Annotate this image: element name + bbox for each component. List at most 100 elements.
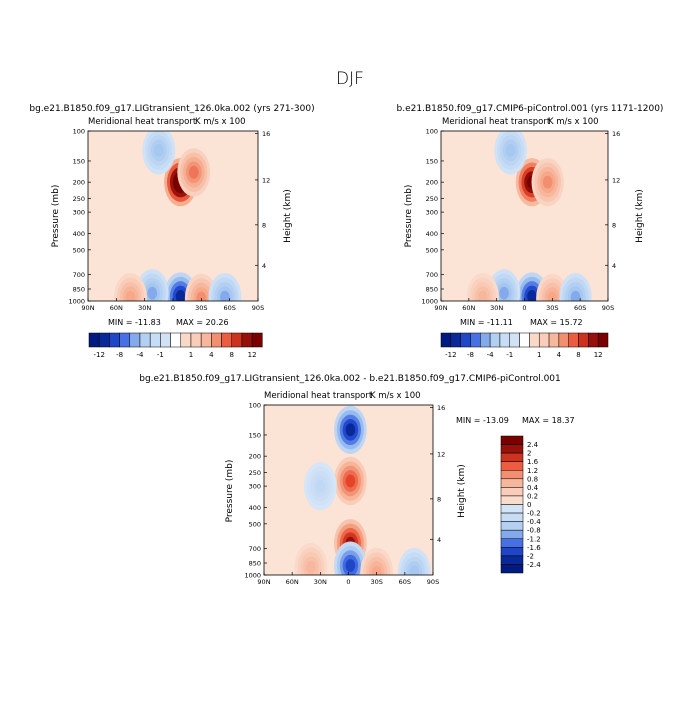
y2-tick-label: 8 bbox=[262, 221, 266, 229]
colorbar-label: -2 bbox=[527, 552, 534, 560]
panel-units-label: K m/s x 100 bbox=[195, 117, 246, 127]
y-tick-label: 100 bbox=[73, 128, 85, 136]
panel-difference: bg.e21.B1850.f09_g17.LIGtransient_126.0k… bbox=[139, 374, 574, 586]
x-tick-label: 30S bbox=[546, 304, 558, 312]
y2-tick-label: 4 bbox=[612, 262, 616, 270]
colorbar-label: -8 bbox=[116, 351, 123, 359]
colorbar-bin bbox=[480, 332, 491, 348]
contour-blob bbox=[505, 143, 516, 157]
x-tick-label: 90S bbox=[602, 304, 614, 312]
y-tick-label: 500 bbox=[73, 246, 85, 254]
colorbar-bin bbox=[500, 495, 524, 505]
colorbar-bin bbox=[221, 332, 232, 348]
colorbar-bin bbox=[470, 332, 481, 348]
x-tick-label: 30N bbox=[314, 578, 327, 586]
y-tick-label: 250 bbox=[73, 195, 85, 203]
colorbar-label: 1.2 bbox=[527, 467, 538, 475]
colorbar-bin bbox=[588, 332, 599, 348]
colorbar-label: 1 bbox=[189, 351, 193, 359]
y2-tick-label: 16 bbox=[437, 404, 445, 412]
x-tick-label: 60N bbox=[286, 578, 299, 586]
colorbar-bin bbox=[98, 332, 110, 348]
panel-units-label: K m/s x 100 bbox=[548, 117, 599, 127]
contour-blob bbox=[315, 479, 326, 493]
x-tick-label: 0 bbox=[346, 578, 350, 586]
y-tick-label: 200 bbox=[249, 453, 261, 461]
colorbar-bin bbox=[500, 529, 524, 539]
colorbar-bin bbox=[500, 521, 524, 531]
contour-blob bbox=[345, 559, 356, 572]
y2-axis-label: Height (km) bbox=[457, 464, 467, 518]
contour-blob bbox=[527, 290, 537, 301]
colorbar-label: 0.4 bbox=[527, 484, 539, 492]
contour-blob bbox=[345, 474, 356, 488]
y-axis-label: Pressure (mb) bbox=[404, 185, 414, 248]
y-tick-label: 300 bbox=[249, 483, 261, 491]
colorbar-bin bbox=[88, 332, 100, 348]
y-tick-label: 250 bbox=[426, 195, 438, 203]
colorbar-label: 0.2 bbox=[527, 492, 538, 500]
colorbar-label: 2.4 bbox=[527, 441, 539, 449]
colorbar-bin bbox=[519, 332, 530, 348]
y-tick-label: 300 bbox=[426, 209, 438, 217]
colorbar-bin bbox=[578, 332, 589, 348]
colorbar-label: -1.6 bbox=[527, 544, 541, 552]
y2-tick-label: 16 bbox=[262, 130, 270, 138]
x-tick-label: 0 bbox=[171, 304, 175, 312]
colorbar-bin bbox=[500, 555, 524, 565]
y-tick-label: 250 bbox=[249, 469, 261, 477]
x-tick-label: 60N bbox=[110, 304, 123, 312]
x-tick-label: 90N bbox=[81, 304, 94, 312]
contour-blob bbox=[175, 290, 186, 301]
contour-blob bbox=[147, 286, 158, 300]
colorbar-bin bbox=[170, 332, 182, 348]
colorbar-bin bbox=[200, 332, 212, 348]
contour-blob bbox=[371, 565, 382, 575]
colorbar-bin bbox=[129, 332, 141, 348]
colorbar-bin bbox=[500, 461, 524, 471]
colorbar-bin bbox=[211, 332, 222, 348]
y-tick-label: 150 bbox=[249, 431, 261, 439]
panel-min-label: MIN = -11.11 bbox=[460, 318, 513, 327]
y-tick-label: 150 bbox=[73, 157, 85, 165]
y-tick-label: 1000 bbox=[421, 298, 438, 306]
y2-tick-label: 8 bbox=[437, 495, 441, 503]
colorbar-bin bbox=[460, 332, 471, 348]
panel-case-title: bg.e21.B1850.f09_g17.LIGtransient_126.0k… bbox=[139, 374, 561, 384]
y-tick-label: 1000 bbox=[244, 572, 261, 580]
colorbar-bin bbox=[500, 547, 524, 557]
colorbar-bin bbox=[500, 470, 524, 480]
contour-blob bbox=[188, 165, 199, 179]
colorbar-bin bbox=[109, 332, 120, 348]
colorbar-label: -12 bbox=[93, 351, 104, 359]
y-tick-label: 850 bbox=[73, 286, 85, 294]
x-tick-label: 30S bbox=[195, 304, 207, 312]
colorbar-bin bbox=[500, 487, 524, 497]
colorbar-bin bbox=[241, 332, 253, 348]
x-tick-label: 90S bbox=[252, 304, 264, 312]
colorbar-bin bbox=[499, 332, 511, 348]
x-tick-label: 30N bbox=[490, 304, 503, 312]
contour-blob bbox=[153, 143, 164, 157]
y-tick-label: 500 bbox=[249, 520, 261, 528]
colorbar-label: -4 bbox=[487, 351, 495, 359]
y2-tick-label: 8 bbox=[612, 221, 616, 229]
colorbar-label: 1 bbox=[537, 351, 541, 359]
colorbar-label: -0.8 bbox=[527, 527, 541, 535]
y2-tick-label: 12 bbox=[437, 450, 445, 458]
x-tick-label: 60S bbox=[574, 304, 586, 312]
x-tick-label: 60N bbox=[462, 304, 475, 312]
contour-blob bbox=[345, 423, 356, 437]
panel-ligtransient: bg.e21.B1850.f09_g17.LIGtransient_126.0k… bbox=[29, 104, 314, 359]
colorbar-label: 8 bbox=[576, 351, 580, 359]
colorbar-label: -0.2 bbox=[527, 510, 541, 518]
contour-blob bbox=[570, 290, 581, 301]
colorbar-bin bbox=[119, 332, 131, 348]
colorbar-bin bbox=[231, 332, 243, 348]
colorbar-label: -0.4 bbox=[527, 518, 541, 526]
y-tick-label: 300 bbox=[73, 209, 85, 217]
colorbar-bin bbox=[500, 435, 524, 445]
colorbar-bin bbox=[500, 564, 524, 574]
x-tick-label: 60S bbox=[399, 578, 411, 586]
panel-variable-title: Meridional heat transport bbox=[442, 117, 551, 127]
